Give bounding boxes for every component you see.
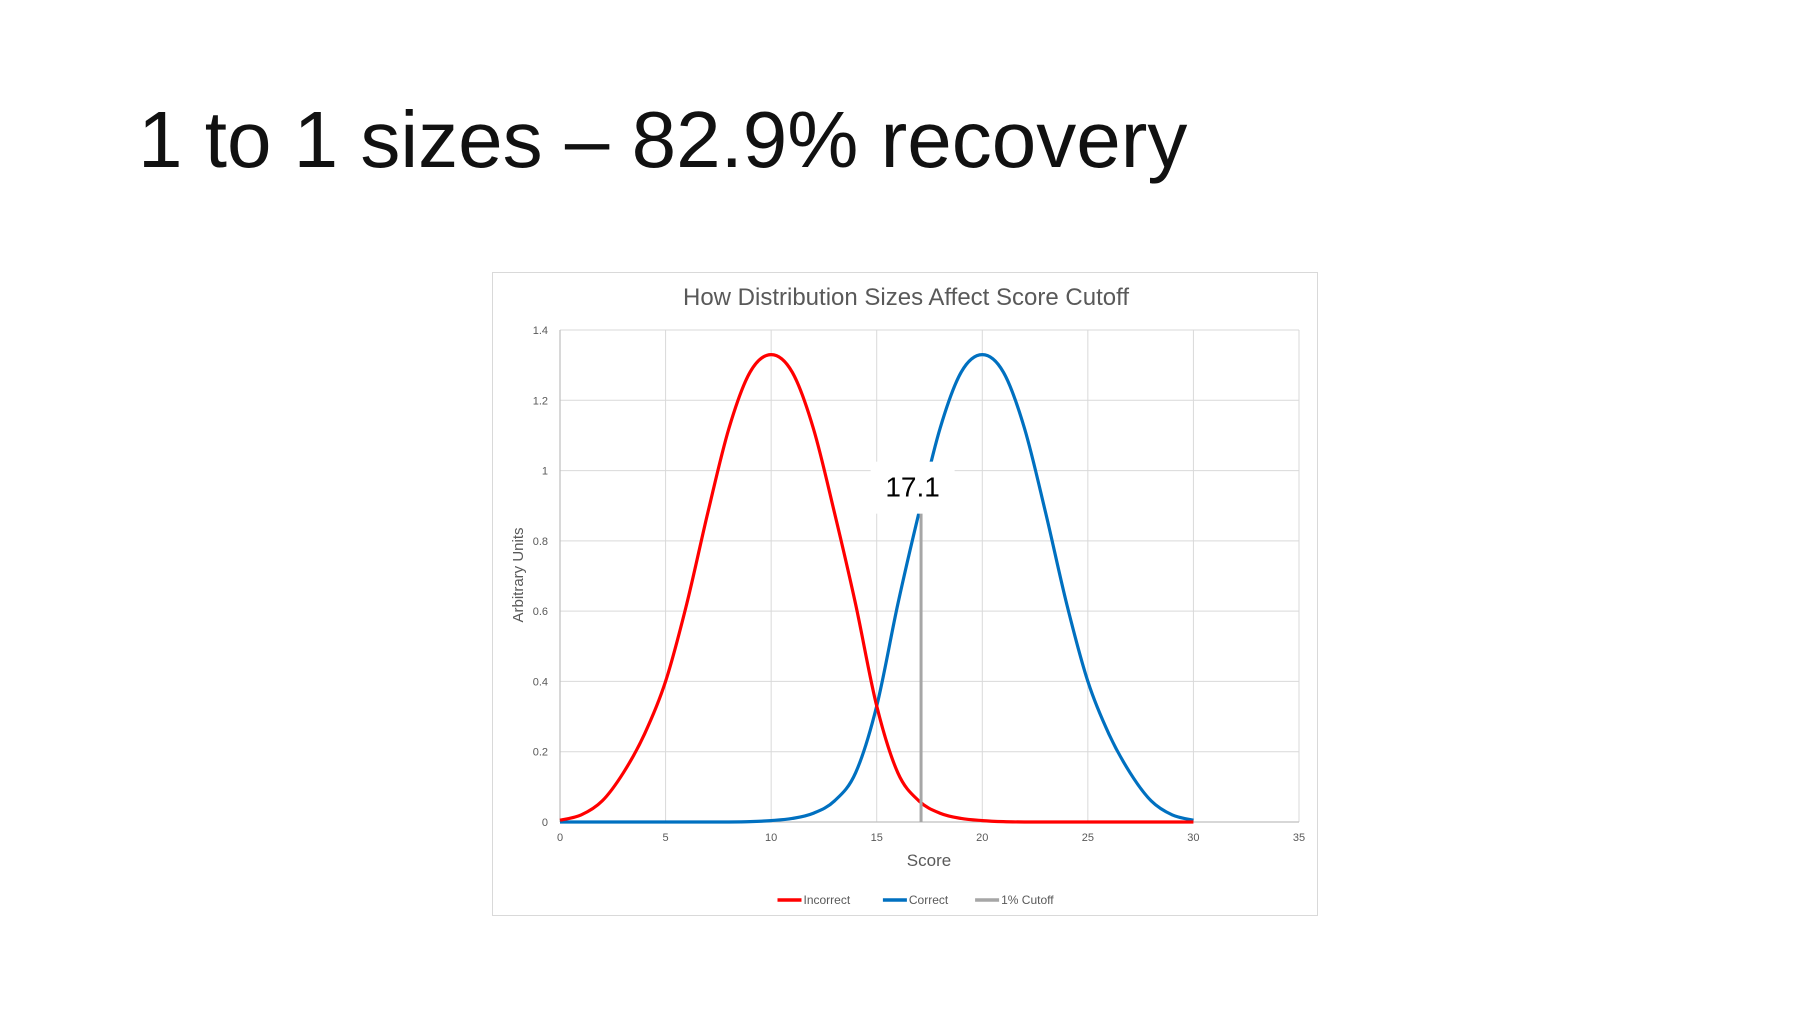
- y-tick-label: 1.4: [533, 325, 548, 337]
- chart-title: How Distribution Sizes Affect Score Cuto…: [683, 284, 1129, 311]
- y-tick-label: 0: [542, 817, 548, 829]
- x-tick-label: 0: [557, 832, 563, 844]
- chart-svg: How Distribution Sizes Affect Score Cuto…: [510, 284, 1305, 907]
- slide-title: 1 to 1 sizes – 82.9% recovery: [138, 95, 1188, 184]
- y-tick-label: 0.4: [533, 676, 548, 688]
- series-line-correct: [560, 353, 1194, 824]
- annotations: 17.1: [870, 461, 955, 514]
- series-line-incorrect: [559, 353, 1194, 824]
- cutoff-annotation-label: 17.1: [885, 472, 940, 503]
- y-tick-label: 1: [542, 466, 548, 478]
- x-tick-label: 25: [1082, 832, 1094, 844]
- y-tick-label: 0.6: [533, 606, 548, 618]
- x-tick-label: 10: [765, 832, 777, 844]
- legend-label-incorrect: Incorrect: [804, 893, 851, 907]
- x-axis-label: Score: [907, 851, 951, 870]
- legend-label-correct: Correct: [909, 893, 949, 907]
- x-tick-label: 15: [871, 832, 883, 844]
- cutoff-annotation-box: [870, 461, 955, 514]
- legend: Incorrect Correct 1% Cutoff: [777, 893, 1054, 907]
- x-tick-label: 20: [976, 832, 988, 844]
- x-tick-label: 30: [1187, 832, 1199, 844]
- x-tick-label: 35: [1293, 832, 1305, 844]
- chart-container: How Distribution Sizes Affect Score Cuto…: [492, 272, 1318, 916]
- series-lines: [559, 353, 1194, 824]
- y-tick-label: 1.2: [533, 395, 548, 407]
- gridlines: [559, 329, 1300, 823]
- y-tick-label: 0.8: [533, 536, 548, 548]
- y-axis-label: Arbitrary Units: [510, 527, 527, 622]
- axes: 0 5 10 15 20 25 30 35 0 0.2 0.4 0.6 0.8 1 1.2 1.4: [533, 325, 1305, 844]
- legend-label-1-cutoff: 1% Cutoff: [1001, 893, 1054, 907]
- x-tick-label: 5: [663, 832, 669, 844]
- y-tick-label: 0.2: [533, 747, 548, 759]
